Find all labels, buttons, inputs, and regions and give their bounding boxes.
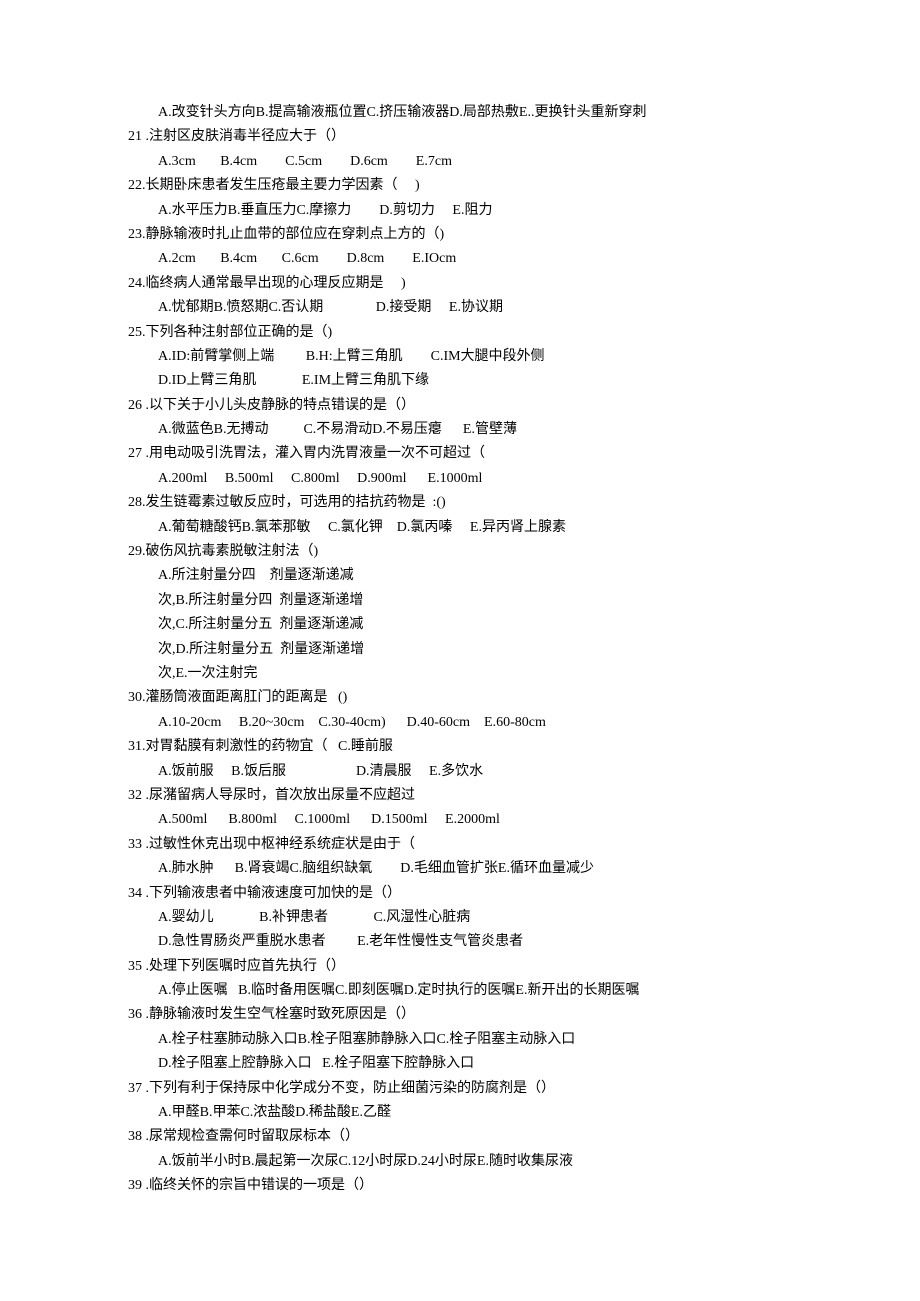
text-line: 次,B.所注射量分四 剂量逐渐递增 — [128, 590, 810, 612]
text-line: D.ID上臂三角肌 E.IM上臂三角肌下缘 — [128, 370, 810, 392]
text-line: A.饭前半小时B.晨起第一次尿C.12小时尿D.24小时尿E.随时收集尿液 — [128, 1151, 810, 1173]
text-line: 31.对胃黏膜有刺激性的药物宜（ C.睡前服 — [128, 736, 810, 758]
text-line: 29.破伤风抗毒素脱敏注射法（) — [128, 541, 810, 563]
text-line: D.栓子阻塞上腔静脉入口 E.栓子阻塞下腔静脉入口 — [128, 1053, 810, 1075]
text-line: 24.临终病人通常最早出现的心理反应期是 ) — [128, 273, 810, 295]
text-line: 37 .下列有利于保持尿中化学成分不变，防止细菌污染的防腐剂是（） — [128, 1078, 810, 1100]
text-line: 26 .以下关于小儿头皮静脉的特点错误的是（） — [128, 395, 810, 417]
text-line: A.3cm B.4cm C.5cm D.6cm E.7cm — [128, 151, 810, 173]
text-line: A.改变针头方向B.提高输液瓶位置C.挤压输液器D.局部热敷E..更换针头重新穿… — [128, 102, 810, 124]
text-line: 28.发生链霉素过敏反应时，可选用的拮抗药物是 :() — [128, 492, 810, 514]
text-line: A.栓子柱塞肺动脉入口B.栓子阻塞肺静脉入口C.栓子阻塞主动脉入口 — [128, 1029, 810, 1051]
text-line: 27 .用电动吸引洗胃法，灌入胃内洗胃液量一次不可超过（ — [128, 443, 810, 465]
text-line: A.10-20cm B.20~30cm C.30-40cm) D.40-60cm… — [128, 712, 810, 734]
text-line: 22.长期卧床患者发生压疮最主要力学因素（ ) — [128, 175, 810, 197]
text-line: A.葡萄糖酸钙B.氯苯那敏 C.氯化钾 D.氯丙嗪 E.异丙肾上腺素 — [128, 517, 810, 539]
text-line: A.200ml B.500ml C.800ml D.900ml E.1000ml — [128, 468, 810, 490]
text-line: 36 .静脉输液时发生空气栓塞时致死原因是（） — [128, 1004, 810, 1026]
text-line: A.微蓝色B.无搏动 C.不易滑动D.不易压瘪 E.管壁薄 — [128, 419, 810, 441]
text-line: 33 .过敏性休克出现中枢神经系统症状是由于（ — [128, 834, 810, 856]
text-line: A.甲醛B.甲苯C.浓盐酸D.稀盐酸E.乙醛 — [128, 1102, 810, 1124]
text-line: 35 .处理下列医嘱时应首先执行（） — [128, 956, 810, 978]
text-line: 次,D.所注射量分五 剂量逐渐递增 — [128, 639, 810, 661]
text-line: A.停止医嘱 B.临时备用医嘱C.即刻医嘱D.定时执行的医嘱E.新开出的长期医嘱 — [128, 980, 810, 1002]
text-line: 32 .尿潴留病人导尿时，首次放出尿量不应超过 — [128, 785, 810, 807]
text-line: 23.静脉输液时扎止血带的部位应在穿刺点上方的（) — [128, 224, 810, 246]
text-line: 次,E.一次注射完 — [128, 663, 810, 685]
text-line: A.所注射量分四 剂量逐渐递减 — [128, 565, 810, 587]
text-line: A.500ml B.800ml C.1000ml D.1500ml E.2000… — [128, 809, 810, 831]
text-line: A.2cm B.4cm C.6cm D.8cm E.IOcm — [128, 248, 810, 270]
text-line: A.婴幼儿 B.补钾患者 C.风湿性心脏病 — [128, 907, 810, 929]
text-line: 39 .临终关怀的宗旨中错误的一项是（） — [128, 1175, 810, 1197]
text-line: A.饭前服 B.饭后服 D.清晨服 E.多饮水 — [128, 761, 810, 783]
text-line: 38 .尿常规检查需何时留取尿标本（） — [128, 1126, 810, 1148]
text-line: 34 .下列输液患者中输液速度可加快的是（） — [128, 883, 810, 905]
exam-document: A.改变针头方向B.提高输液瓶位置C.挤压输液器D.局部热敷E..更换针头重新穿… — [128, 102, 810, 1198]
text-line: 30.灌肠筒液面距离肛门的距离是 () — [128, 687, 810, 709]
text-line: A.忧郁期B.愤怒期C.否认期 D.接受期 E.协议期 — [128, 297, 810, 319]
text-line: 次,C.所注射量分五 剂量逐渐递减 — [128, 614, 810, 636]
text-line: A.肺水肿 B.肾衰竭C.脑组织缺氧 D.毛细血管扩张E.循环血量减少 — [128, 858, 810, 880]
text-line: D.急性胃肠炎严重脱水患者 E.老年性慢性支气管炎患者 — [128, 931, 810, 953]
text-line: 21 .注射区皮肤消毒半径应大于（） — [128, 126, 810, 148]
text-line: 25.下列各种注射部位正确的是（) — [128, 322, 810, 344]
text-line: A.ID:前臂掌侧上端 B.H:上臂三角肌 C.IM大腿中段外侧 — [128, 346, 810, 368]
text-line: A.水平压力B.垂直压力C.摩擦力 D.剪切力 E.阻力 — [128, 200, 810, 222]
